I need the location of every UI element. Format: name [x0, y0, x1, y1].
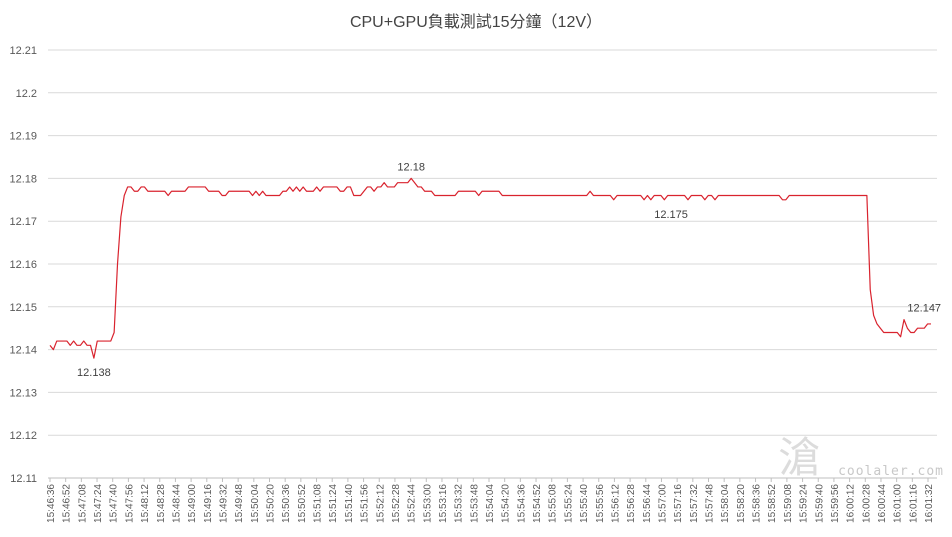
x-tick-label: 15:50:04 [250, 484, 261, 523]
data-label: 12.138 [77, 367, 111, 379]
x-tick-label: 15:46:36 [46, 484, 57, 523]
x-tick-label: 15:53:16 [438, 484, 449, 523]
x-tick-label: 15:57:48 [705, 484, 716, 523]
x-tick-label: 15:58:52 [767, 484, 778, 523]
chart-title: CPU+GPU負載測試15分鐘（12V） [349, 14, 603, 31]
x-tick-label: 15:52:44 [407, 484, 418, 523]
x-tick-label: 15:49:16 [203, 484, 214, 523]
x-tick-label: 15:49:00 [187, 484, 198, 523]
x-tick-label: 15:52:28 [391, 484, 402, 523]
x-tick-label: 15:58:04 [720, 484, 731, 523]
x-tick-label: 15:53:00 [422, 484, 433, 523]
x-tick-label: 15:53:48 [469, 484, 480, 523]
y-tick-label: 12.11 [10, 473, 37, 485]
x-tick-label: 15:57:32 [689, 484, 700, 523]
y-tick-label: 12.16 [9, 259, 37, 271]
x-tick-label: 15:56:44 [642, 484, 653, 523]
x-tick-label: 15:55:56 [595, 484, 606, 523]
x-tick-label: 15:51:08 [313, 484, 324, 523]
y-tick-label: 12.17 [9, 216, 37, 228]
x-tick-label: 15:59:40 [814, 484, 825, 523]
x-tick-label: 15:47:08 [77, 484, 88, 523]
x-tick-label: 15:59:56 [830, 484, 841, 523]
x-tick-label: 15:50:52 [297, 484, 308, 523]
x-tick-label: 15:56:28 [626, 484, 637, 523]
x-tick-label: 16:00:12 [846, 484, 857, 523]
x-tick-label: 15:48:44 [171, 484, 182, 523]
x-tick-label: 16:01:16 [908, 484, 919, 523]
y-tick-label: 12.12 [9, 430, 37, 442]
x-tick-label: 15:52:12 [375, 484, 386, 523]
x-tick-label: 15:54:52 [532, 484, 543, 523]
x-tick-label: 15:53:32 [454, 484, 465, 523]
x-tick-label: 16:00:44 [877, 484, 888, 523]
x-tick-label: 15:51:24 [328, 484, 339, 523]
x-tick-label: 15:59:08 [783, 484, 794, 523]
x-tick-label: 15:50:20 [266, 484, 277, 523]
y-tick-label: 12.13 [9, 387, 37, 399]
x-tick-label: 15:54:36 [516, 484, 527, 523]
x-tick-label: 15:51:56 [360, 484, 371, 523]
data-label: 12.147 [907, 303, 941, 315]
y-tick-label: 12.14 [9, 345, 37, 357]
y-tick-label: 12.15 [9, 302, 37, 314]
watermark-text: coolaler.com [838, 464, 944, 479]
y-tick-label: 12.2 [16, 88, 37, 100]
x-tick-label: 15:48:12 [140, 484, 151, 523]
x-tick-label: 15:59:24 [799, 484, 810, 523]
x-tick-label: 15:50:36 [281, 484, 292, 523]
y-tick-label: 12.21 [9, 45, 37, 57]
data-label: 12.18 [397, 161, 425, 173]
x-tick-label: 15:54:20 [501, 484, 512, 523]
x-tick-label: 15:55:08 [548, 484, 559, 523]
x-tick-label: 15:55:24 [563, 484, 574, 523]
x-tick-label: 15:47:56 [124, 484, 135, 523]
x-tick-label: 15:54:04 [485, 484, 496, 523]
x-tick-label: 15:57:16 [673, 484, 684, 523]
x-tick-label: 15:51:40 [344, 484, 355, 523]
watermark-logo: 滄 [777, 433, 820, 482]
x-tick-label: 15:47:24 [93, 484, 104, 523]
x-tick-label: 15:46:52 [62, 484, 73, 523]
x-tick-label: 15:47:40 [109, 484, 120, 523]
x-tick-label: 15:48:28 [156, 484, 167, 523]
x-tick-label: 15:58:20 [736, 484, 747, 523]
x-tick-label: 16:01:00 [893, 484, 904, 523]
data-label: 12.175 [654, 209, 688, 221]
x-tick-label: 16:01:32 [924, 484, 935, 523]
x-tick-label: 15:49:32 [218, 484, 229, 523]
x-tick-label: 15:55:40 [579, 484, 590, 523]
y-tick-label: 12.19 [9, 131, 37, 143]
x-tick-label: 15:56:12 [610, 484, 621, 523]
x-tick-label: 15:58:36 [752, 484, 763, 523]
series-line [49, 177, 931, 359]
x-tick-label: 15:49:48 [234, 484, 245, 523]
y-tick-label: 12.18 [9, 173, 37, 185]
x-tick-label: 15:57:00 [657, 484, 668, 523]
x-tick-label: 16:00:28 [861, 484, 872, 523]
